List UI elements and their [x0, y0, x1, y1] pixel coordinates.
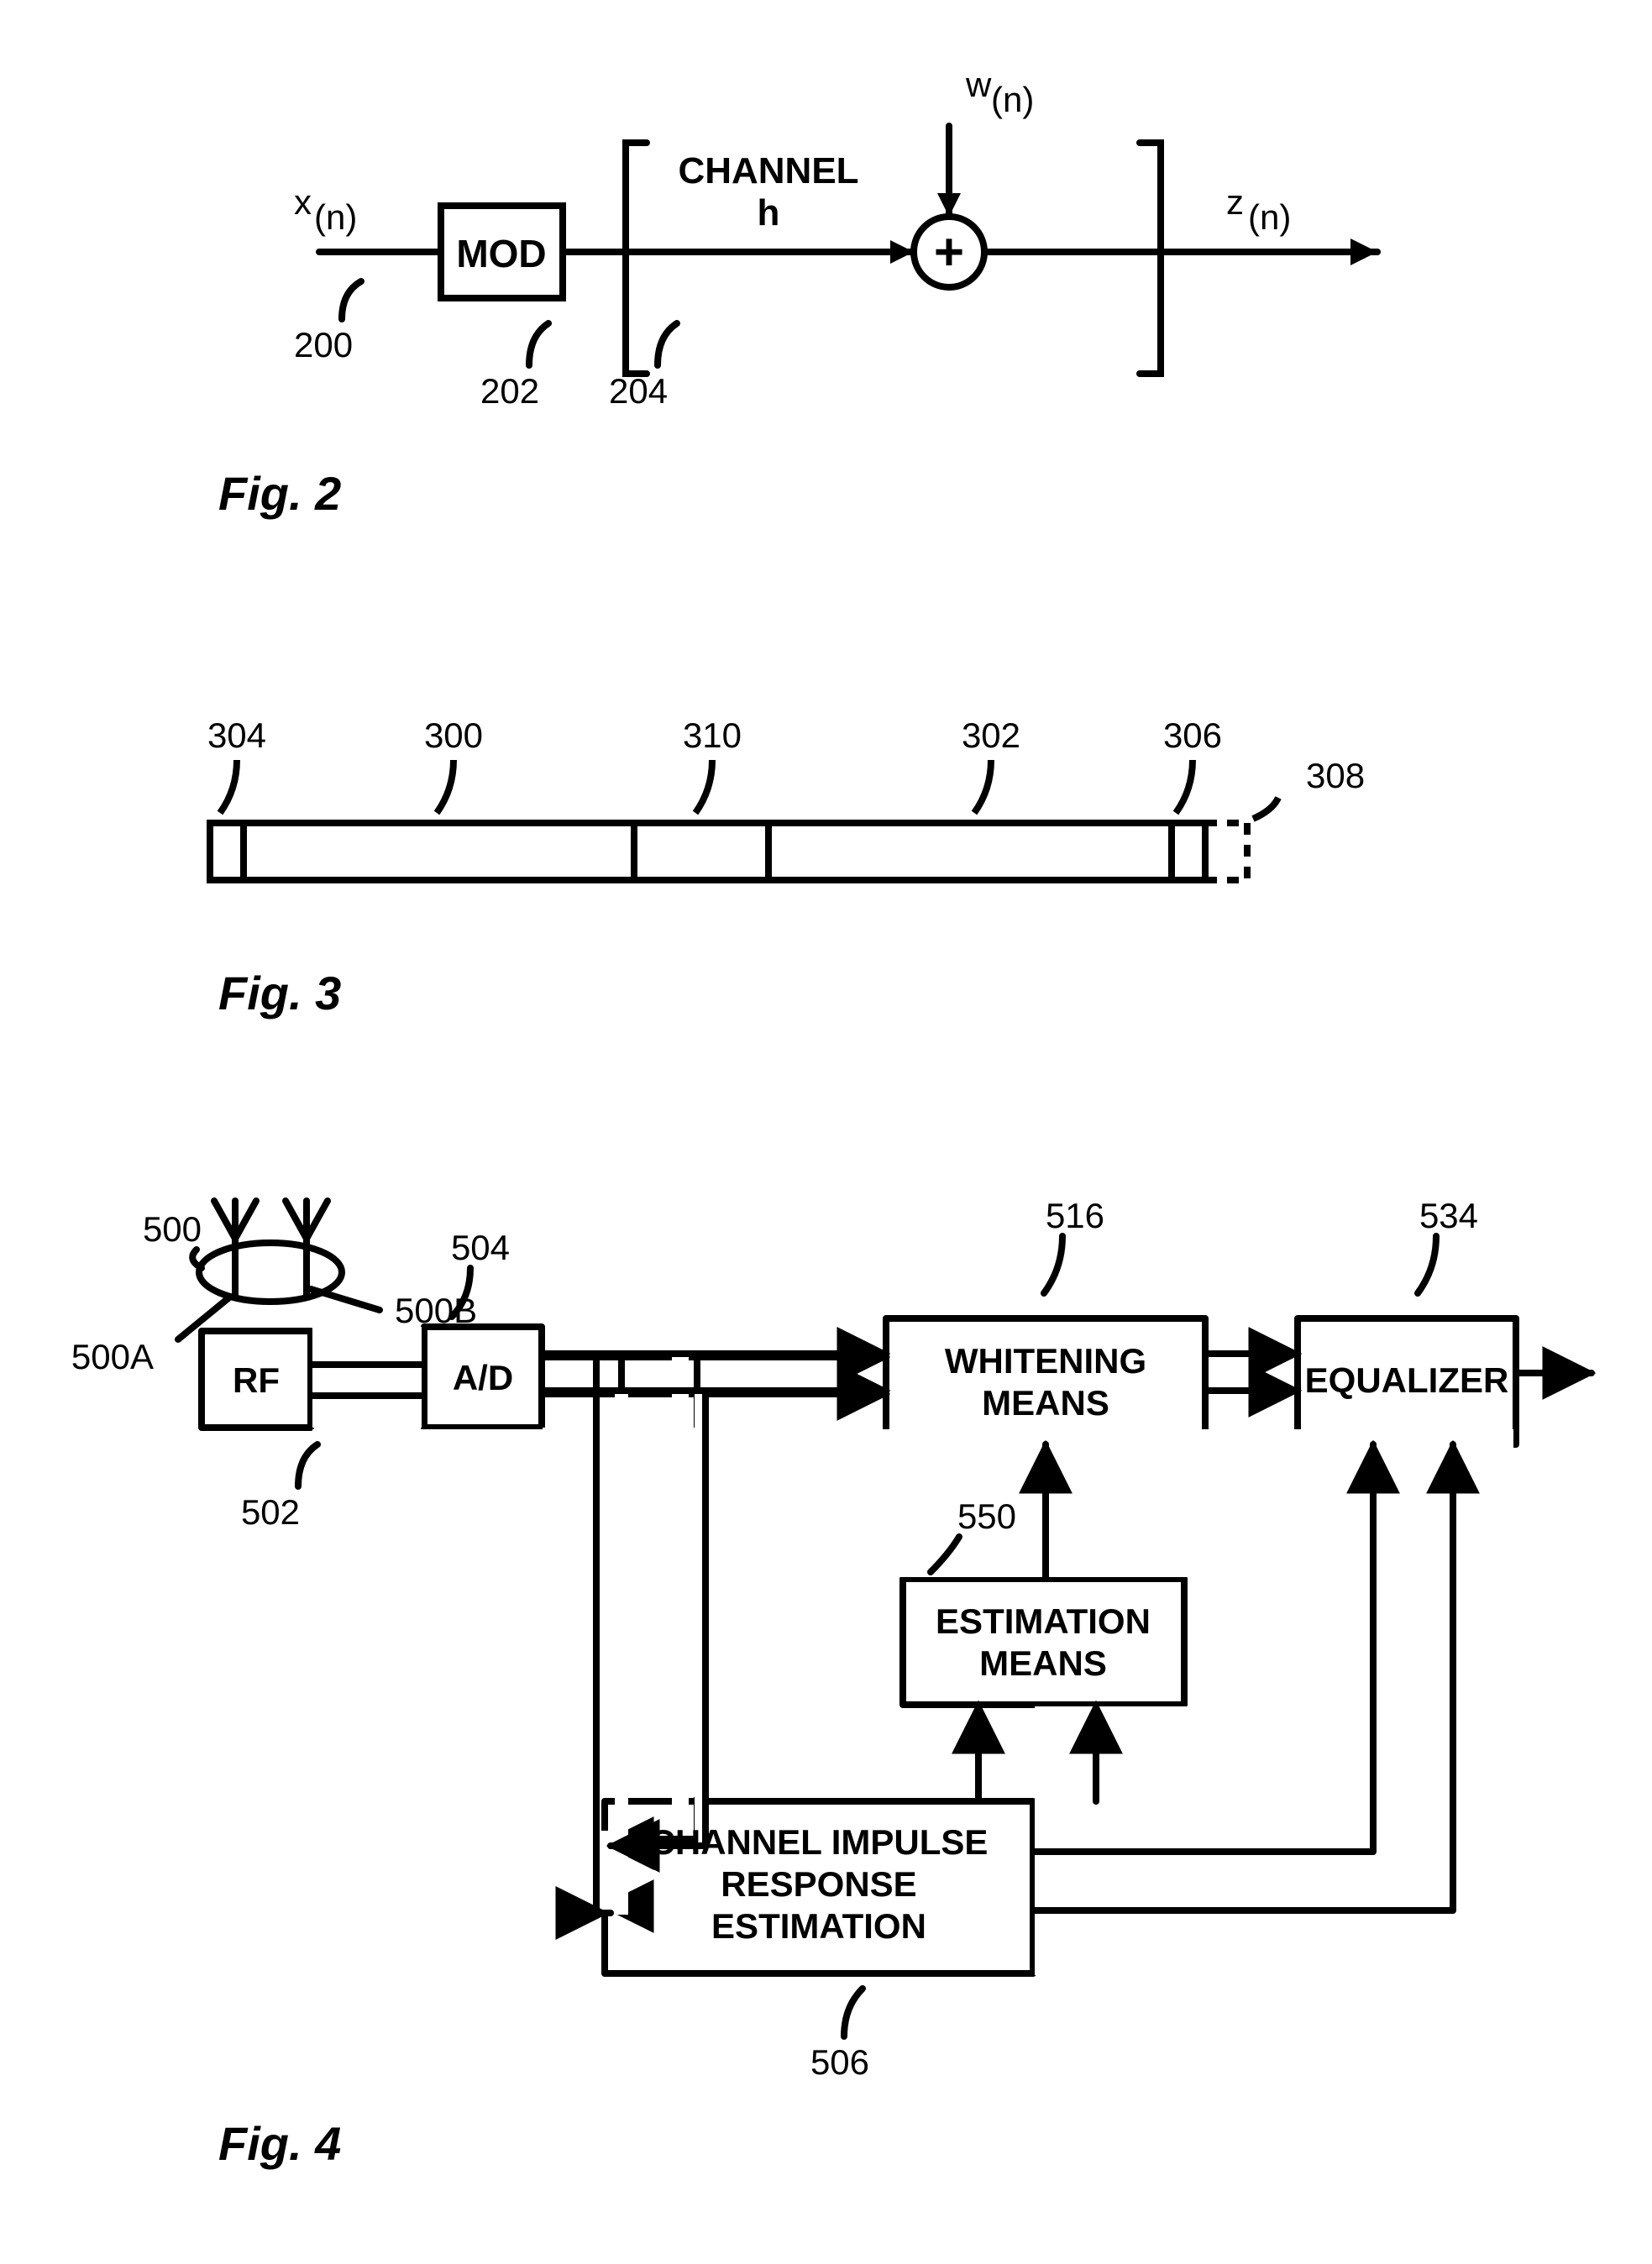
fig2-noise-arg: (n): [991, 80, 1034, 119]
fig4-whitening-l1: WHITENING: [945, 1341, 1146, 1381]
fig3-ref-308: 308: [1306, 756, 1365, 795]
fig3-ref-302: 302: [962, 715, 1020, 755]
figure-4: RF A/D WHITENING MEANS EQUALIZER ESTIMAT…: [0, 1176, 1652, 2183]
fig4-ref-506: 506: [810, 2042, 869, 2082]
fig3-ref-310: 310: [683, 715, 742, 755]
fig2-channel-top: CHANNEL: [678, 150, 858, 191]
figure-3-caption: Fig. 3: [218, 966, 341, 1020]
fig4-ref-516: 516: [1046, 1196, 1104, 1235]
fig4-ref-550: 550: [957, 1496, 1016, 1536]
fig2-ref-202: 202: [480, 371, 539, 411]
fig2-mod-label: MOD: [456, 232, 546, 275]
fig4-ref-502: 502: [241, 1492, 300, 1532]
fig4-est-l1: ESTIMATION: [936, 1601, 1151, 1641]
fig4-ref-500: 500: [143, 1209, 202, 1249]
fig2-noise-signal: w: [965, 65, 992, 104]
figure-4-caption: Fig. 4: [218, 2116, 341, 2171]
fig4-ref-534: 534: [1419, 1196, 1478, 1235]
fig2-channel-bot: h: [758, 192, 780, 233]
fig4-ref-504: 504: [451, 1228, 510, 1267]
fig2-ref-204: 204: [609, 371, 668, 411]
fig4-rf-label: RF: [233, 1360, 280, 1400]
fig4-whitening-l2: MEANS: [982, 1383, 1109, 1423]
fig3-ref-304: 304: [207, 715, 266, 755]
fig4-cir-l1: CHANNEL IMPULSE: [650, 1822, 989, 1862]
fig2-plus: +: [934, 223, 964, 281]
fig2-output-arg: (n): [1248, 197, 1291, 237]
fig2-ref-200: 200: [294, 325, 353, 364]
fig4-ad-label: A/D: [453, 1358, 513, 1397]
fig4-ref-500b: 500B: [395, 1291, 477, 1330]
fig4-est-l2: MEANS: [979, 1643, 1107, 1683]
figure-2: x (n) MOD CHANNEL h w (n) + z (n) 200 20…: [0, 34, 1652, 504]
fig2-input-signal: x: [294, 182, 312, 222]
fig4-ref-500a: 500A: [71, 1337, 154, 1376]
fig2-output-signal: z: [1226, 182, 1244, 222]
fig4-eq-label: EQUALIZER: [1305, 1360, 1509, 1400]
figure-2-caption: Fig. 2: [218, 466, 341, 521]
fig3-ref-300: 300: [424, 715, 483, 755]
fig3-ref-306: 306: [1163, 715, 1222, 755]
fig4-cir-l3: ESTIMATION: [711, 1906, 926, 1946]
fig4-cir-l2: RESPONSE: [721, 1864, 916, 1904]
fig2-input-arg: (n): [314, 197, 357, 237]
